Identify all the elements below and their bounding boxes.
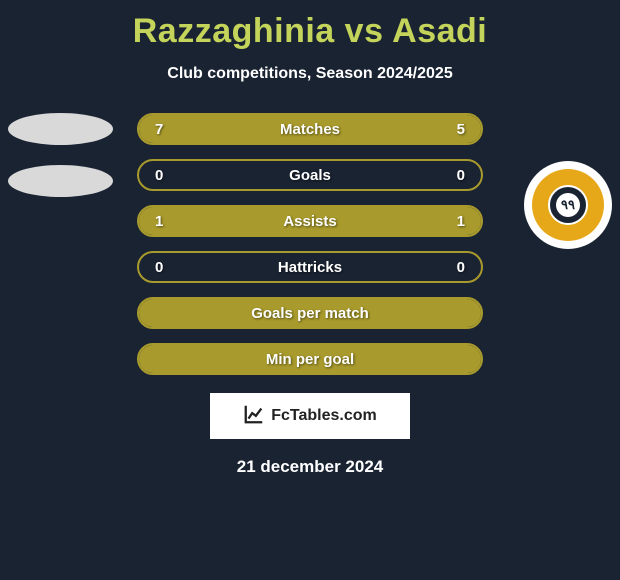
- club-badge-ring: [532, 169, 604, 241]
- date-label: 21 december 2024: [0, 457, 620, 477]
- stat-row: Goals per match: [137, 297, 483, 329]
- stat-label: Hattricks: [139, 259, 481, 276]
- stat-label: Assists: [139, 213, 481, 230]
- stat-value-right: 5: [457, 121, 465, 138]
- left-team-logos: [8, 113, 113, 197]
- club-badge: [524, 161, 612, 249]
- stat-label: Goals: [139, 167, 481, 184]
- stat-row: 0Hattricks0: [137, 251, 483, 283]
- stat-row: 0Goals0: [137, 159, 483, 191]
- stat-row: 7Matches5: [137, 113, 483, 145]
- team-logo-placeholder: [8, 165, 113, 197]
- stat-value-right: 1: [457, 213, 465, 230]
- stat-row: Min per goal: [137, 343, 483, 375]
- stat-label: Min per goal: [139, 351, 481, 368]
- club-badge-core: [548, 185, 588, 225]
- page-title: Razzaghinia vs Asadi: [0, 0, 620, 51]
- stat-row: 1Assists1: [137, 205, 483, 237]
- watermark-text: FcTables.com: [271, 407, 377, 425]
- team-logo-placeholder: [8, 113, 113, 145]
- stat-label: Goals per match: [139, 305, 481, 322]
- chart-icon: [243, 403, 265, 430]
- watermark: FcTables.com: [210, 393, 410, 439]
- right-team-logos: [524, 161, 612, 249]
- comparison-content: 7Matches50Goals01Assists10Hattricks0Goal…: [0, 113, 620, 375]
- stat-rows-container: 7Matches50Goals01Assists10Hattricks0Goal…: [137, 113, 483, 375]
- stat-label: Matches: [139, 121, 481, 138]
- subtitle: Club competitions, Season 2024/2025: [0, 65, 620, 83]
- stat-value-right: 0: [457, 259, 465, 276]
- stat-value-right: 0: [457, 167, 465, 184]
